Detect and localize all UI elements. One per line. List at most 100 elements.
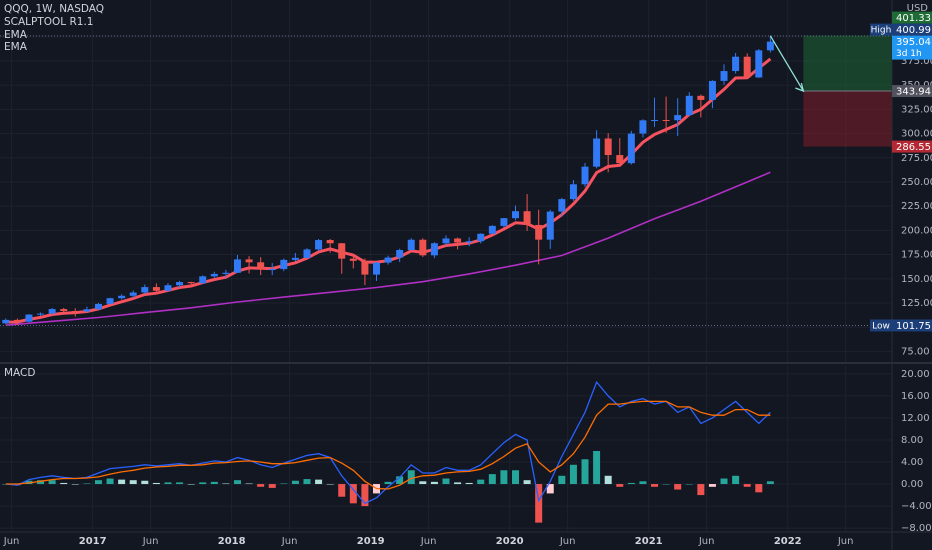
y-tick-label: 375.00 [901,56,932,67]
histogram-bar [83,483,91,485]
y-tick-label: 275.00 [901,153,932,164]
histogram-bar [60,482,68,485]
currency: USD [907,3,929,14]
price-tag [892,140,932,153]
histogram-bar [233,480,241,485]
y-tick-label: 200.00 [901,225,932,236]
candle-body [720,71,728,81]
candle-body [338,243,346,259]
marks [2,35,774,523]
histogram-bar [396,476,404,485]
y-tick-label: 12.00 [901,413,930,424]
histogram-bar [349,484,357,504]
candle-body [291,257,299,260]
histogram-bar [384,481,392,485]
candle-body [465,241,473,243]
y-tick-label: 75.00 [901,346,930,357]
y-tick-label: 8.00 [901,435,923,446]
histogram-bar [210,481,218,485]
candle-body [407,239,415,251]
histogram-bar [106,478,114,485]
histogram-bar [129,480,137,485]
histogram-bar [685,484,693,485]
x-tick-label: 2017 [79,536,107,547]
candle-body [2,319,10,324]
histogram-bar [442,478,450,485]
extreme-tag-label: High [871,26,892,36]
histogram-bar [651,484,659,487]
candle-body [326,240,334,244]
candle-body [558,199,566,212]
y-tick-label: 125.00 [901,298,932,309]
candle-body [442,238,450,244]
x-tick-label: Jun [281,536,298,547]
histogram-bar [37,480,45,485]
price-tag-label: 343.94 [896,87,931,98]
price-tag [892,35,932,60]
histogram-bar [569,464,577,485]
histogram-bar [338,484,346,497]
candle-body [187,282,195,284]
price-tag [892,11,932,24]
histogram-bar [488,474,496,485]
histogram-bar [662,484,670,485]
price-tag-label: 395.04 [896,37,931,48]
candle-body [708,80,716,100]
histogram-bar [755,484,763,493]
histogram-bar [303,479,311,485]
candle-body [199,276,207,284]
candle-body [616,155,624,164]
histogram-bar [176,482,184,485]
histogram-bar [94,480,102,485]
candle-body [349,258,357,261]
histogram-bar [454,482,462,485]
histogram-bar [604,475,612,485]
legend-entry: EMA [4,29,28,41]
histogram-bar [593,450,601,485]
histogram-bar [280,483,288,485]
x-tick-label: 2018 [218,536,246,547]
candle-body [604,138,612,156]
price-tag-label: 400.99 [896,25,931,36]
y-tick-label: 325.00 [901,104,932,115]
candle-body [430,243,438,256]
histogram-bar [616,484,624,487]
candle-body [94,303,102,310]
candle-body [280,259,288,270]
candle-body [129,292,137,296]
extreme-tag [870,319,892,332]
candle-body [210,273,218,277]
candle-body [315,240,323,250]
macd-line [5,380,771,505]
grid [0,0,892,532]
histogram-bar [732,475,740,485]
histogram-bar [48,480,56,485]
candle-body [37,313,45,315]
x-tick-label: Jun [559,536,576,547]
arrow-head [795,82,805,93]
histogram-bar [720,478,728,485]
candle-body [233,259,241,273]
macd-line [5,400,771,490]
y-tick-label: 250.00 [901,177,932,188]
candle-body [639,120,647,134]
candle-body [627,133,635,164]
candle-body [500,218,508,226]
candle-body [152,287,160,291]
price-tag-label: 401.33 [896,13,931,24]
countdown: 3d 1h [896,49,922,59]
histogram-bar [708,484,716,487]
y-tick-label: 16.00 [901,391,930,402]
histogram-bar [315,479,323,485]
overlay [0,35,892,326]
histogram-bar [535,484,543,523]
histogram-bar [697,484,705,496]
candle-body [25,314,33,322]
candle-body [755,50,763,78]
x-tick-label: Jun [420,536,437,547]
profit-zone [803,35,892,92]
histogram-bar [245,483,253,485]
histogram-bar [141,480,149,485]
candle-body [685,95,693,116]
